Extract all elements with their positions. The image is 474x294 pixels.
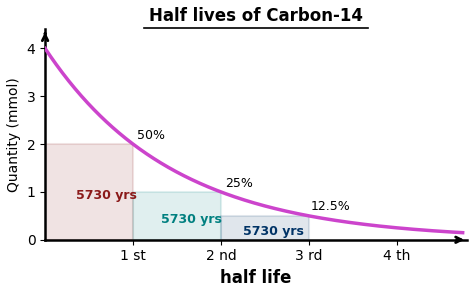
Text: 25%: 25%: [225, 176, 253, 190]
Text: 12.5%: 12.5%: [310, 201, 350, 213]
Text: 5730 yrs: 5730 yrs: [161, 213, 222, 226]
Y-axis label: Quantity (mmol): Quantity (mmol): [7, 77, 21, 192]
Title: Half lives of Carbon-14: Half lives of Carbon-14: [149, 7, 363, 25]
X-axis label: half life: half life: [220, 269, 292, 287]
Bar: [221, 216, 309, 240]
Bar: [133, 192, 221, 240]
Text: 5730 yrs: 5730 yrs: [243, 225, 304, 238]
Bar: [45, 144, 133, 240]
Text: 50%: 50%: [137, 129, 165, 142]
Text: 5730 yrs: 5730 yrs: [76, 189, 137, 202]
